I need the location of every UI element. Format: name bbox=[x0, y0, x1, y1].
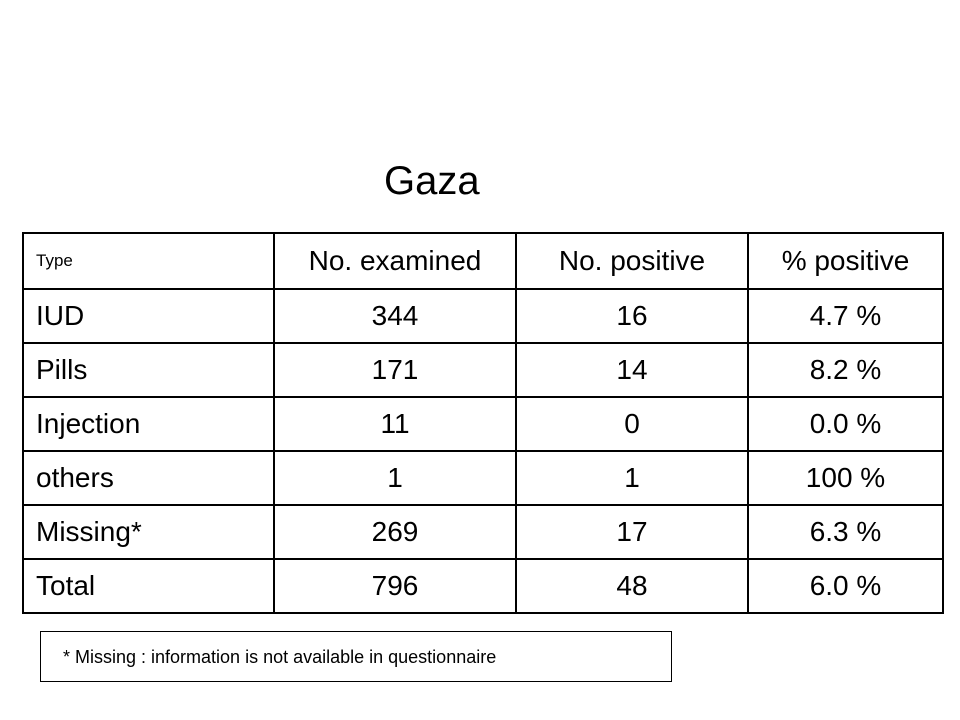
header-percent-positive: % positive bbox=[747, 232, 944, 290]
row-positive-cell: 16 bbox=[515, 288, 749, 344]
row-type-cell: Pills bbox=[22, 342, 275, 398]
contraceptive-results-table: Type No. examined No. positive % positiv… bbox=[22, 232, 944, 614]
row-positive-cell: 14 bbox=[515, 342, 749, 398]
header-no-examined: No. examined bbox=[273, 232, 517, 290]
row-examined-cell: 1 bbox=[273, 450, 517, 506]
table-row: Missing* 269 17 6.3 % bbox=[22, 504, 944, 560]
row-positive-cell: 17 bbox=[515, 504, 749, 560]
header-type: Type bbox=[22, 232, 275, 290]
table-row: Total 796 48 6.0 % bbox=[22, 558, 944, 614]
row-positive-cell: 48 bbox=[515, 558, 749, 614]
row-examined-cell: 269 bbox=[273, 504, 517, 560]
table-row: others 1 1 100 % bbox=[22, 450, 944, 506]
row-type-cell: others bbox=[22, 450, 275, 506]
row-type-cell: Total bbox=[22, 558, 275, 614]
table-row: Pills 171 14 8.2 % bbox=[22, 342, 944, 398]
row-percent-cell: 6.0 % bbox=[747, 558, 944, 614]
slide-title: Gaza bbox=[384, 159, 480, 203]
row-type-cell: Injection bbox=[22, 396, 275, 452]
row-examined-cell: 344 bbox=[273, 288, 517, 344]
table-header-row: Type No. examined No. positive % positiv… bbox=[22, 232, 944, 290]
footnote: * Missing : information is not available… bbox=[40, 631, 672, 682]
row-examined-cell: 11 bbox=[273, 396, 517, 452]
row-percent-cell: 4.7 % bbox=[747, 288, 944, 344]
row-examined-cell: 796 bbox=[273, 558, 517, 614]
header-no-positive: No. positive bbox=[515, 232, 749, 290]
row-positive-cell: 0 bbox=[515, 396, 749, 452]
row-percent-cell: 0.0 % bbox=[747, 396, 944, 452]
table-row: Injection 11 0 0.0 % bbox=[22, 396, 944, 452]
row-percent-cell: 8.2 % bbox=[747, 342, 944, 398]
row-type-cell: IUD bbox=[22, 288, 275, 344]
row-positive-cell: 1 bbox=[515, 450, 749, 506]
row-percent-cell: 6.3 % bbox=[747, 504, 944, 560]
row-type-cell: Missing* bbox=[22, 504, 275, 560]
table-row: IUD 344 16 4.7 % bbox=[22, 288, 944, 344]
row-examined-cell: 171 bbox=[273, 342, 517, 398]
row-percent-cell: 100 % bbox=[747, 450, 944, 506]
